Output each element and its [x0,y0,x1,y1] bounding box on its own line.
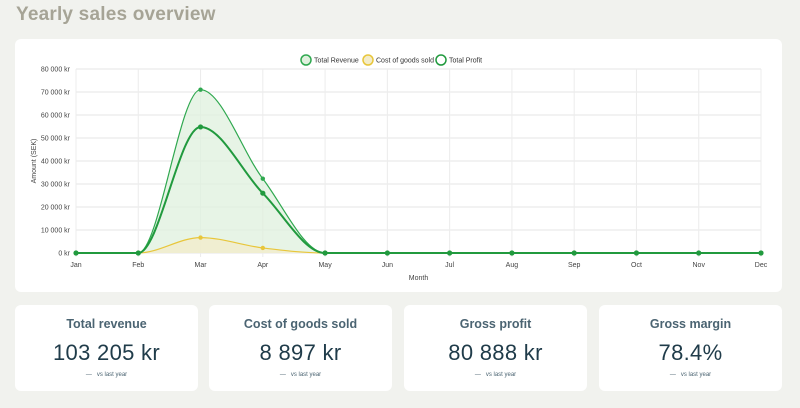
x-tick-label: Apr [257,262,269,269]
x-tick-label: Mar [195,262,208,269]
legend-swatch-total-profit [435,54,447,66]
x-tick-label: Oct [631,262,642,269]
kpi-delta-note: vs last year [96,372,128,378]
kpi-delta: — vs last year [209,372,392,378]
page-title: Yearly sales overview [16,4,216,25]
kpi-title: Cost of goods sold [243,317,358,331]
kpi-title: Total revenue [66,317,147,331]
x-tick-label: Aug [506,262,519,269]
data-point-total-profit [384,250,390,256]
data-point-total-profit [322,250,328,256]
data-point-total-profit [447,250,453,256]
x-tick-label: May [318,262,332,269]
y-tick-label: 80 000 kr [41,67,71,74]
kpi-value: 103 205 kr [53,340,160,365]
x-tick-label: Jan [70,262,81,269]
data-point-total-profit [260,190,266,196]
sales-chart-card: 0 kr 10 000 kr 20 000 kr 30 000 kr 40 000 kr… [15,39,782,292]
data-point-total-profit [135,250,141,256]
y-tick-label: 50 000 kr [41,136,71,143]
data-point-total-profit [73,250,79,256]
legend-label-cost-of-goods-sold: Cost of goods sold [376,58,434,65]
kpi-delta-indicator: — [669,372,676,378]
x-tick-label: Sep [568,262,581,269]
sales-line-chart: 0 kr 10 000 kr 20 000 kr 30 000 kr 40 000 kr… [31,54,768,282]
kpi-value: 78.4% [658,340,723,365]
legend-swatch-cost-of-goods-sold [362,54,374,66]
data-point-total-revenue [198,87,203,92]
kpi-card-cost-of-goods: Cost of goods sold 8 897 kr — vs last yea… [209,305,392,391]
kpi-card-gross-margin: Gross margin 78.4% — vs last year [599,305,782,391]
x-tick-label: Feb [132,262,144,269]
legend-label-total-profit: Total Profit [449,58,482,65]
kpi-title: Gross margin [649,317,732,331]
data-point-total-profit [197,124,204,130]
data-point-cost-of-goods-sold [260,245,266,251]
data-point-cost-of-goods-sold [198,235,203,240]
legend-swatch-total-revenue [300,54,312,66]
y-tick-label: 60 000 kr [41,113,71,120]
kpi-card-gross-profit: Gross profit 80 888 kr — vs last year [404,305,587,391]
y-tick-label: 10 000 kr [41,228,71,235]
kpi-delta-note: vs last year [290,372,322,378]
data-point-total-profit [633,250,640,256]
y-tick-label: 20 000 kr [41,205,71,212]
x-tick-label: Dec [755,262,768,269]
kpi-row: Total revenue 103 205 kr — vs last year C… [15,305,782,391]
series-area-cost-of-goods-sold [76,237,761,253]
kpi-title: Gross profit [459,317,532,331]
kpi-delta-note: vs last year [485,372,517,378]
kpi-value: 8 897 kr [259,340,342,365]
y-tick-label: 0 kr [58,251,70,258]
kpi-delta: — vs last year [599,372,782,378]
kpi-delta-indicator: — [279,372,286,378]
data-point-total-profit [696,250,702,256]
kpi-card-total-revenue: Total revenue 103 205 kr — vs last year [15,305,198,391]
legend-label-total-revenue: Total Revenue [314,58,359,65]
x-tick-label: Nov [693,262,706,269]
kpi-delta: — vs last year [15,372,198,378]
data-point-total-revenue [260,176,266,181]
kpi-delta-indicator: — [85,372,92,378]
data-point-total-profit [758,250,764,256]
data-point-total-profit [509,250,515,256]
y-axis-title: Amount (SEK) [31,139,38,184]
y-tick-label: 30 000 kr [41,182,71,189]
kpi-delta: — vs last year [404,372,587,378]
x-tick-label: Jun [382,262,393,269]
kpi-value: 80 888 kr [448,340,543,365]
x-tick-label: Jul [445,262,454,269]
data-point-total-profit [571,250,577,256]
y-tick-label: 70 000 kr [41,90,71,97]
y-tick-label: 40 000 kr [41,159,71,166]
kpi-delta-note: vs last year [680,372,712,378]
x-axis-title: Month [409,275,429,282]
series-area-total-revenue [76,89,761,253]
kpi-delta-indicator: — [474,372,481,378]
